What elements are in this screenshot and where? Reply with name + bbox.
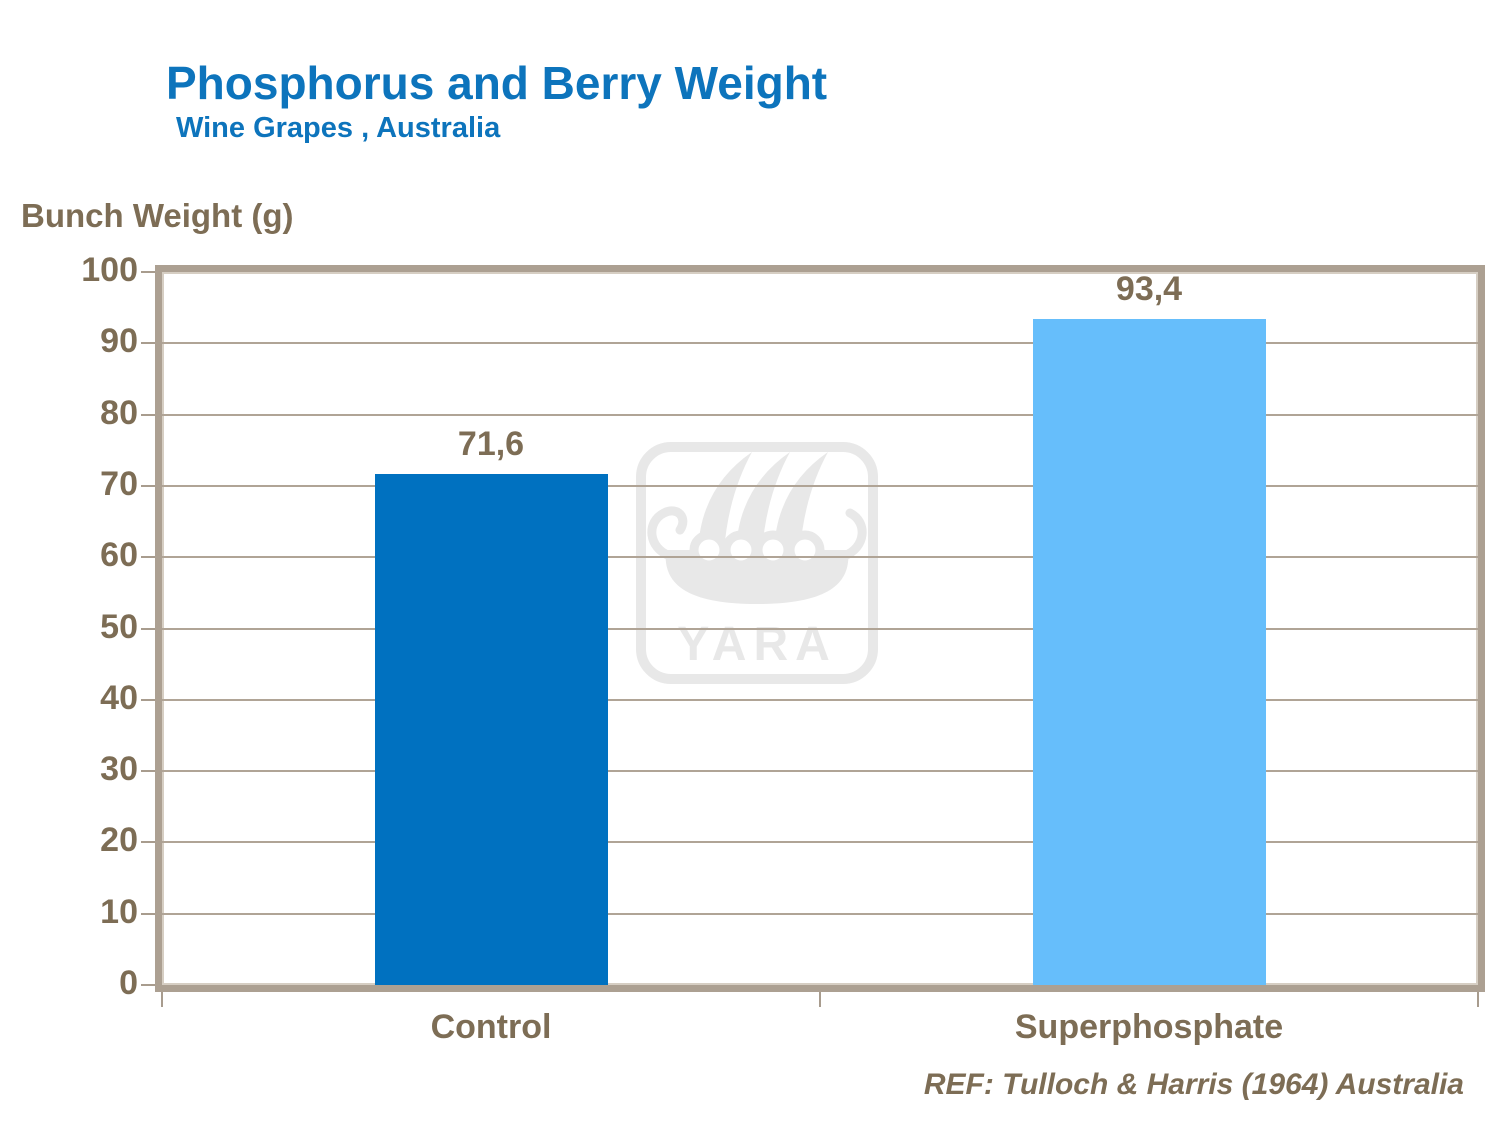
x-axis-tick-mark: [161, 992, 163, 1007]
x-axis-tick-mark: [1477, 992, 1479, 1007]
y-axis-tick-mark: [141, 984, 155, 986]
ship-sails-icon: [698, 452, 828, 552]
reference-text: REF: Tulloch & Harris (1964) Australia: [923, 1068, 1464, 1101]
plot-area: YARA 71,6 93,4: [155, 265, 1485, 992]
y-axis-tick-label: 30: [100, 750, 138, 788]
y-axis-tick-mark: [141, 342, 155, 344]
gridline: [162, 912, 1478, 915]
x-axis-tick-mark: [819, 992, 821, 1007]
y-axis-tick-label: 10: [100, 893, 138, 931]
y-axis-tick-mark: [141, 699, 155, 701]
y-axis-tick-mark: [141, 913, 155, 915]
gridline: [162, 484, 1478, 487]
y-axis-tick-mark: [141, 271, 155, 273]
x-axis-category-label: Control: [430, 1008, 552, 1046]
y-axis-tick-mark: [141, 556, 155, 558]
x-axis-category-label: Superphosphate: [1014, 1008, 1284, 1046]
y-axis-title: Bunch Weight (g): [21, 197, 294, 234]
y-axis-tick-mark: [141, 485, 155, 487]
y-axis-tick-mark: [141, 628, 155, 630]
watermark-text: YARA: [677, 618, 837, 671]
y-axis-tick-label: 20: [100, 821, 138, 859]
gridline: [162, 841, 1478, 844]
y-axis-tick-label: 40: [100, 679, 138, 717]
y-axis-tick-mark: [141, 770, 155, 772]
chart-title: Phosphorus and Berry Weight: [166, 57, 828, 109]
bar-value-label: 93,4: [1115, 270, 1183, 308]
y-axis-tick-label: 50: [100, 608, 138, 646]
gridline: [162, 698, 1478, 701]
y-axis-tick-label: 70: [100, 465, 138, 503]
y-axis-tick-label: 80: [100, 394, 138, 432]
y-axis-tick-label: 0: [119, 964, 138, 1002]
y-axis-tick-label: 60: [100, 536, 138, 574]
bar-value-label: 71,6: [457, 425, 525, 463]
yara-watermark-logo: YARA: [636, 442, 878, 684]
gridline: [162, 556, 1478, 559]
gridline: [162, 342, 1478, 345]
bar-superphosphate: [1033, 319, 1266, 985]
gridline: [162, 413, 1478, 416]
y-axis-tick-mark: [141, 841, 155, 843]
gridline: [162, 770, 1478, 773]
y-axis-tick-label: 100: [81, 251, 138, 289]
chart-subtitle: Wine Grapes , Australia: [176, 112, 501, 144]
gridline: [162, 627, 1478, 630]
bar-control: [375, 474, 608, 985]
y-axis-tick-mark: [141, 414, 155, 416]
y-axis-tick-label: 90: [100, 322, 138, 360]
